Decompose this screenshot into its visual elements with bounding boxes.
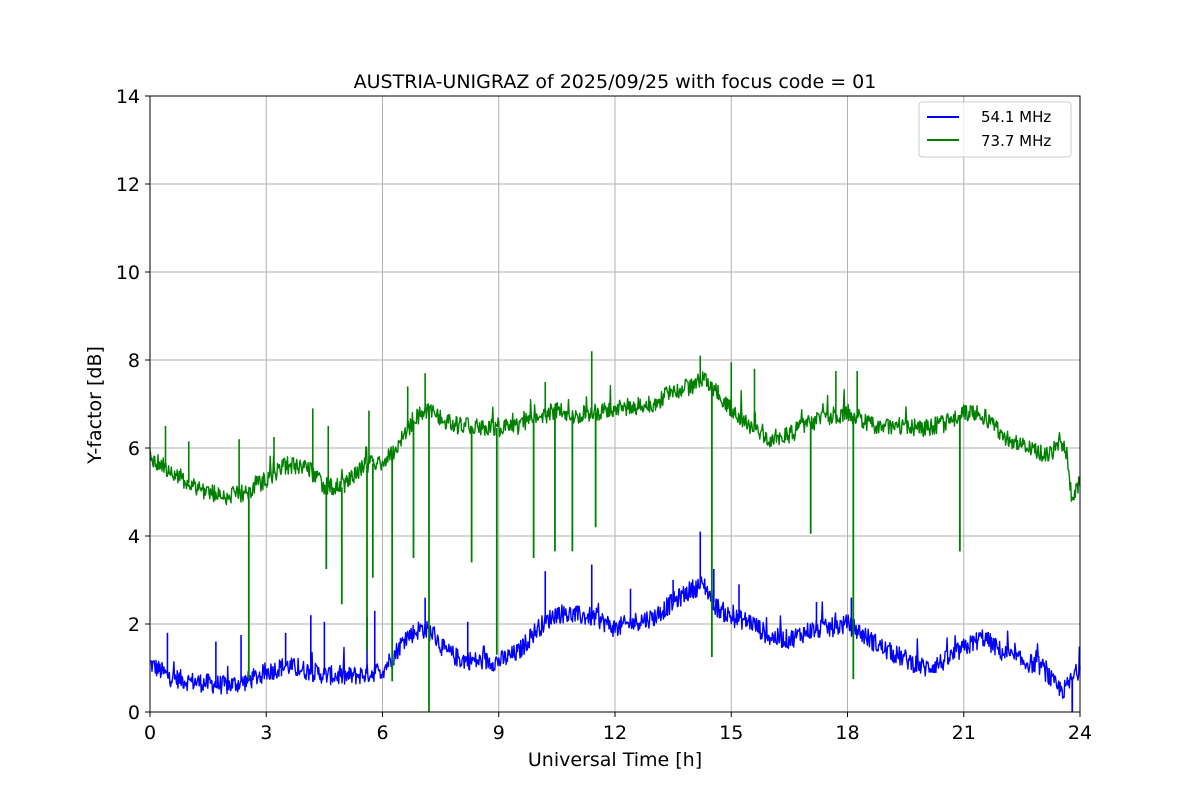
x-tick-label: 15 — [719, 722, 743, 744]
y-tick-label: 4 — [128, 526, 140, 548]
series-line-54-1-mhz — [149, 576, 1081, 699]
chart-title: AUSTRIA-UNIGRAZ of 2025/09/25 with focus… — [354, 71, 877, 93]
x-tick-label: 0 — [144, 722, 156, 744]
legend-box — [918, 101, 1072, 158]
legend-label-73mhz: 73.7 MHz — [981, 132, 1051, 150]
x-tick-label: 21 — [952, 722, 976, 744]
y-tick-label: 2 — [128, 614, 140, 636]
x-tick-label: 12 — [603, 722, 627, 744]
x-tick-label: 24 — [1068, 722, 1092, 744]
y-tick-label: 0 — [128, 702, 140, 724]
series-line-73-7-mhz — [149, 371, 1081, 506]
x-axis-label: Universal Time [h] — [528, 749, 702, 771]
y-tick-label: 10 — [116, 262, 140, 284]
y-tick-label: 8 — [128, 350, 140, 372]
x-tick-label: 9 — [493, 722, 505, 744]
legend: 54.1 MHz 73.7 MHz — [918, 101, 1072, 158]
legend-label-54mhz: 54.1 MHz — [981, 108, 1051, 126]
x-tick-label: 3 — [260, 722, 272, 744]
x-tick-label: 18 — [835, 722, 859, 744]
x-tick-label: 6 — [376, 722, 388, 744]
y-tick-label: 12 — [116, 174, 140, 196]
y-tick-label: 14 — [116, 86, 140, 108]
plot-area — [149, 351, 1081, 712]
y-tick-label: 6 — [128, 438, 140, 460]
y-axis-label: Y-factor [dB] — [84, 346, 106, 465]
